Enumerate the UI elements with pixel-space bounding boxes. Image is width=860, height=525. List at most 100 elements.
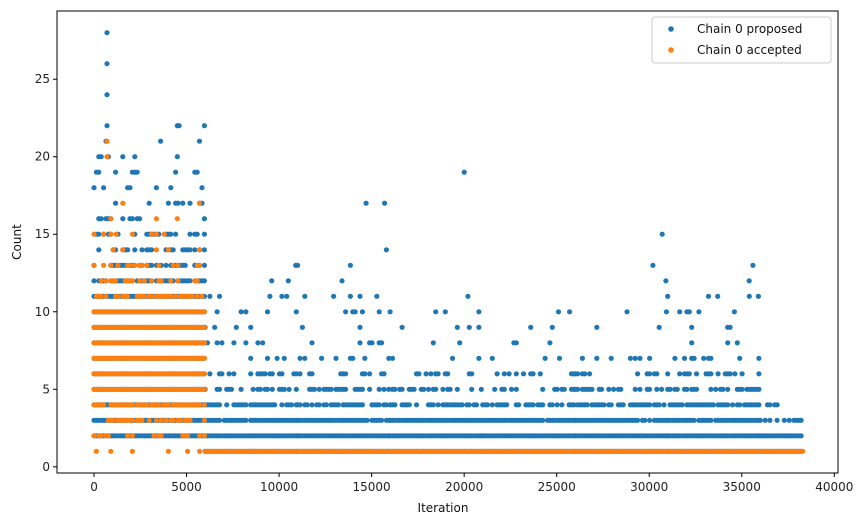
data-point — [696, 309, 702, 315]
data-point — [279, 293, 285, 299]
data-point — [91, 185, 97, 191]
data-point — [165, 402, 171, 408]
data-point — [125, 433, 131, 439]
data-point — [302, 293, 308, 299]
data-point — [129, 448, 135, 454]
legend-label-proposed: Chain 0 proposed — [697, 22, 802, 36]
x-tick-label: 0 — [90, 480, 98, 494]
data-point — [207, 293, 213, 299]
data-point — [367, 386, 373, 392]
data-point — [506, 371, 512, 377]
data-point — [293, 262, 299, 268]
y-tick-label: 20 — [35, 150, 50, 164]
data-point — [587, 371, 593, 377]
data-point — [554, 386, 560, 392]
data-point — [248, 355, 254, 361]
data-point — [501, 386, 507, 392]
data-point — [469, 371, 475, 377]
data-point — [513, 371, 519, 377]
data-point — [445, 371, 451, 377]
data-point — [96, 169, 102, 175]
data-point — [299, 324, 305, 330]
data-point — [387, 309, 393, 315]
data-point — [357, 293, 363, 299]
data-point — [144, 262, 150, 268]
data-point — [382, 200, 388, 206]
data-point — [175, 262, 181, 268]
data-point — [104, 30, 110, 36]
series-chain-0-accepted — [91, 138, 806, 454]
data-point — [774, 417, 780, 423]
data-point — [734, 340, 740, 346]
data-point — [654, 371, 660, 377]
data-point — [103, 278, 109, 284]
data-point — [606, 386, 612, 392]
data-point — [201, 371, 207, 377]
data-point — [392, 402, 398, 408]
data-point — [435, 402, 441, 408]
data-point — [108, 262, 114, 268]
data-point — [187, 200, 193, 206]
data-point — [350, 355, 356, 361]
data-point — [267, 293, 273, 299]
data-point — [163, 417, 169, 423]
data-point — [476, 324, 482, 330]
data-point — [392, 386, 398, 392]
data-point — [168, 278, 174, 284]
data-point — [637, 355, 643, 361]
x-tick-label: 10000 — [260, 480, 298, 494]
data-point — [774, 402, 780, 408]
legend-marker-accepted — [668, 47, 674, 53]
x-tick-label: 40000 — [815, 480, 853, 494]
data-point — [725, 386, 731, 392]
x-tick-label: 5000 — [171, 480, 202, 494]
data-point — [376, 309, 382, 315]
data-point — [134, 169, 140, 175]
data-point — [201, 386, 207, 392]
data-point — [127, 262, 133, 268]
data-point — [297, 355, 303, 361]
data-point — [297, 371, 303, 377]
data-point — [132, 154, 138, 160]
data-point — [199, 293, 205, 299]
data-point — [746, 278, 752, 284]
data-point — [343, 371, 349, 377]
data-point — [201, 417, 207, 423]
data-point — [104, 61, 110, 67]
data-point — [737, 355, 743, 361]
data-point — [547, 340, 553, 346]
data-point — [386, 386, 392, 392]
data-point — [201, 278, 207, 284]
data-point — [589, 386, 595, 392]
data-point — [442, 309, 448, 315]
data-point — [192, 247, 198, 253]
data-point — [91, 433, 97, 439]
data-point — [549, 324, 555, 330]
data-point — [677, 309, 683, 315]
data-point — [284, 293, 290, 299]
data-point — [286, 386, 292, 392]
data-point — [149, 293, 155, 299]
data-point — [672, 355, 678, 361]
data-point — [457, 340, 463, 346]
data-point — [156, 262, 162, 268]
data-point — [197, 262, 203, 268]
data-point — [731, 309, 738, 315]
data-point — [679, 402, 685, 408]
data-point — [513, 386, 519, 392]
data-point — [423, 371, 429, 377]
data-point — [659, 231, 665, 237]
data-point — [708, 355, 714, 361]
data-point — [168, 293, 174, 299]
data-point — [642, 417, 648, 423]
data-point — [125, 293, 131, 299]
data-point — [494, 371, 500, 377]
data-point — [508, 386, 515, 392]
data-point — [199, 185, 205, 191]
data-point — [476, 309, 482, 315]
data-point — [513, 340, 519, 346]
data-point — [611, 386, 617, 392]
data-point — [156, 402, 162, 408]
data-point — [201, 216, 207, 222]
data-point — [228, 386, 235, 392]
